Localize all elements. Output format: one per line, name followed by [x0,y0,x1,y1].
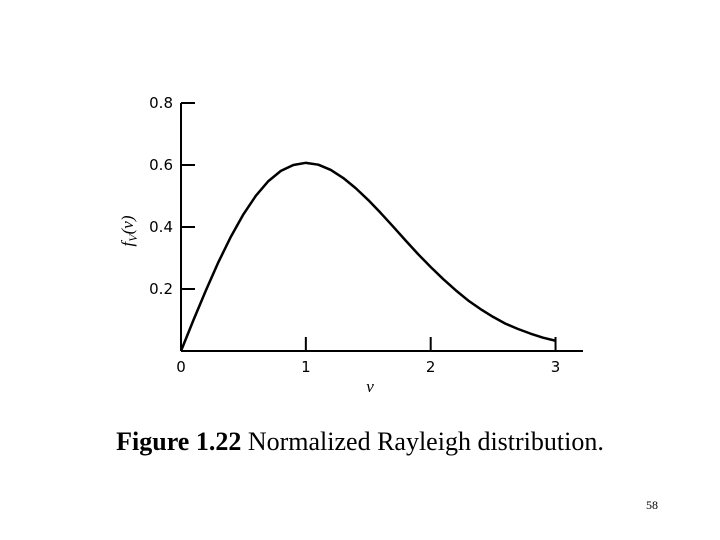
page-number: 58 [646,498,658,512]
y-tick-label: 0.2 [149,280,173,298]
x-tick-label: 0 [176,358,186,376]
y-tick-label: 0.8 [149,94,173,112]
x-tick-label: 1 [301,358,311,376]
y-tick-label: 0.6 [149,156,173,174]
caption: Figure 1.22 Normalized Rayleigh distribu… [116,427,604,456]
y-tick-label: 0.4 [149,218,173,236]
caption-label: Figure 1.22 [116,427,241,456]
y-label-part: (v) [118,215,137,234]
y-axis-label: fV(v) [118,215,140,246]
x-tick-label: 2 [426,358,436,376]
line [179,161,556,352]
x-tick-label: 3 [551,358,561,376]
x-axis-label: v [366,377,374,396]
y-label-part: V [126,233,140,242]
caption-text: Normalized Rayleigh distribution. [248,427,604,456]
y-label-part: f [118,239,137,246]
